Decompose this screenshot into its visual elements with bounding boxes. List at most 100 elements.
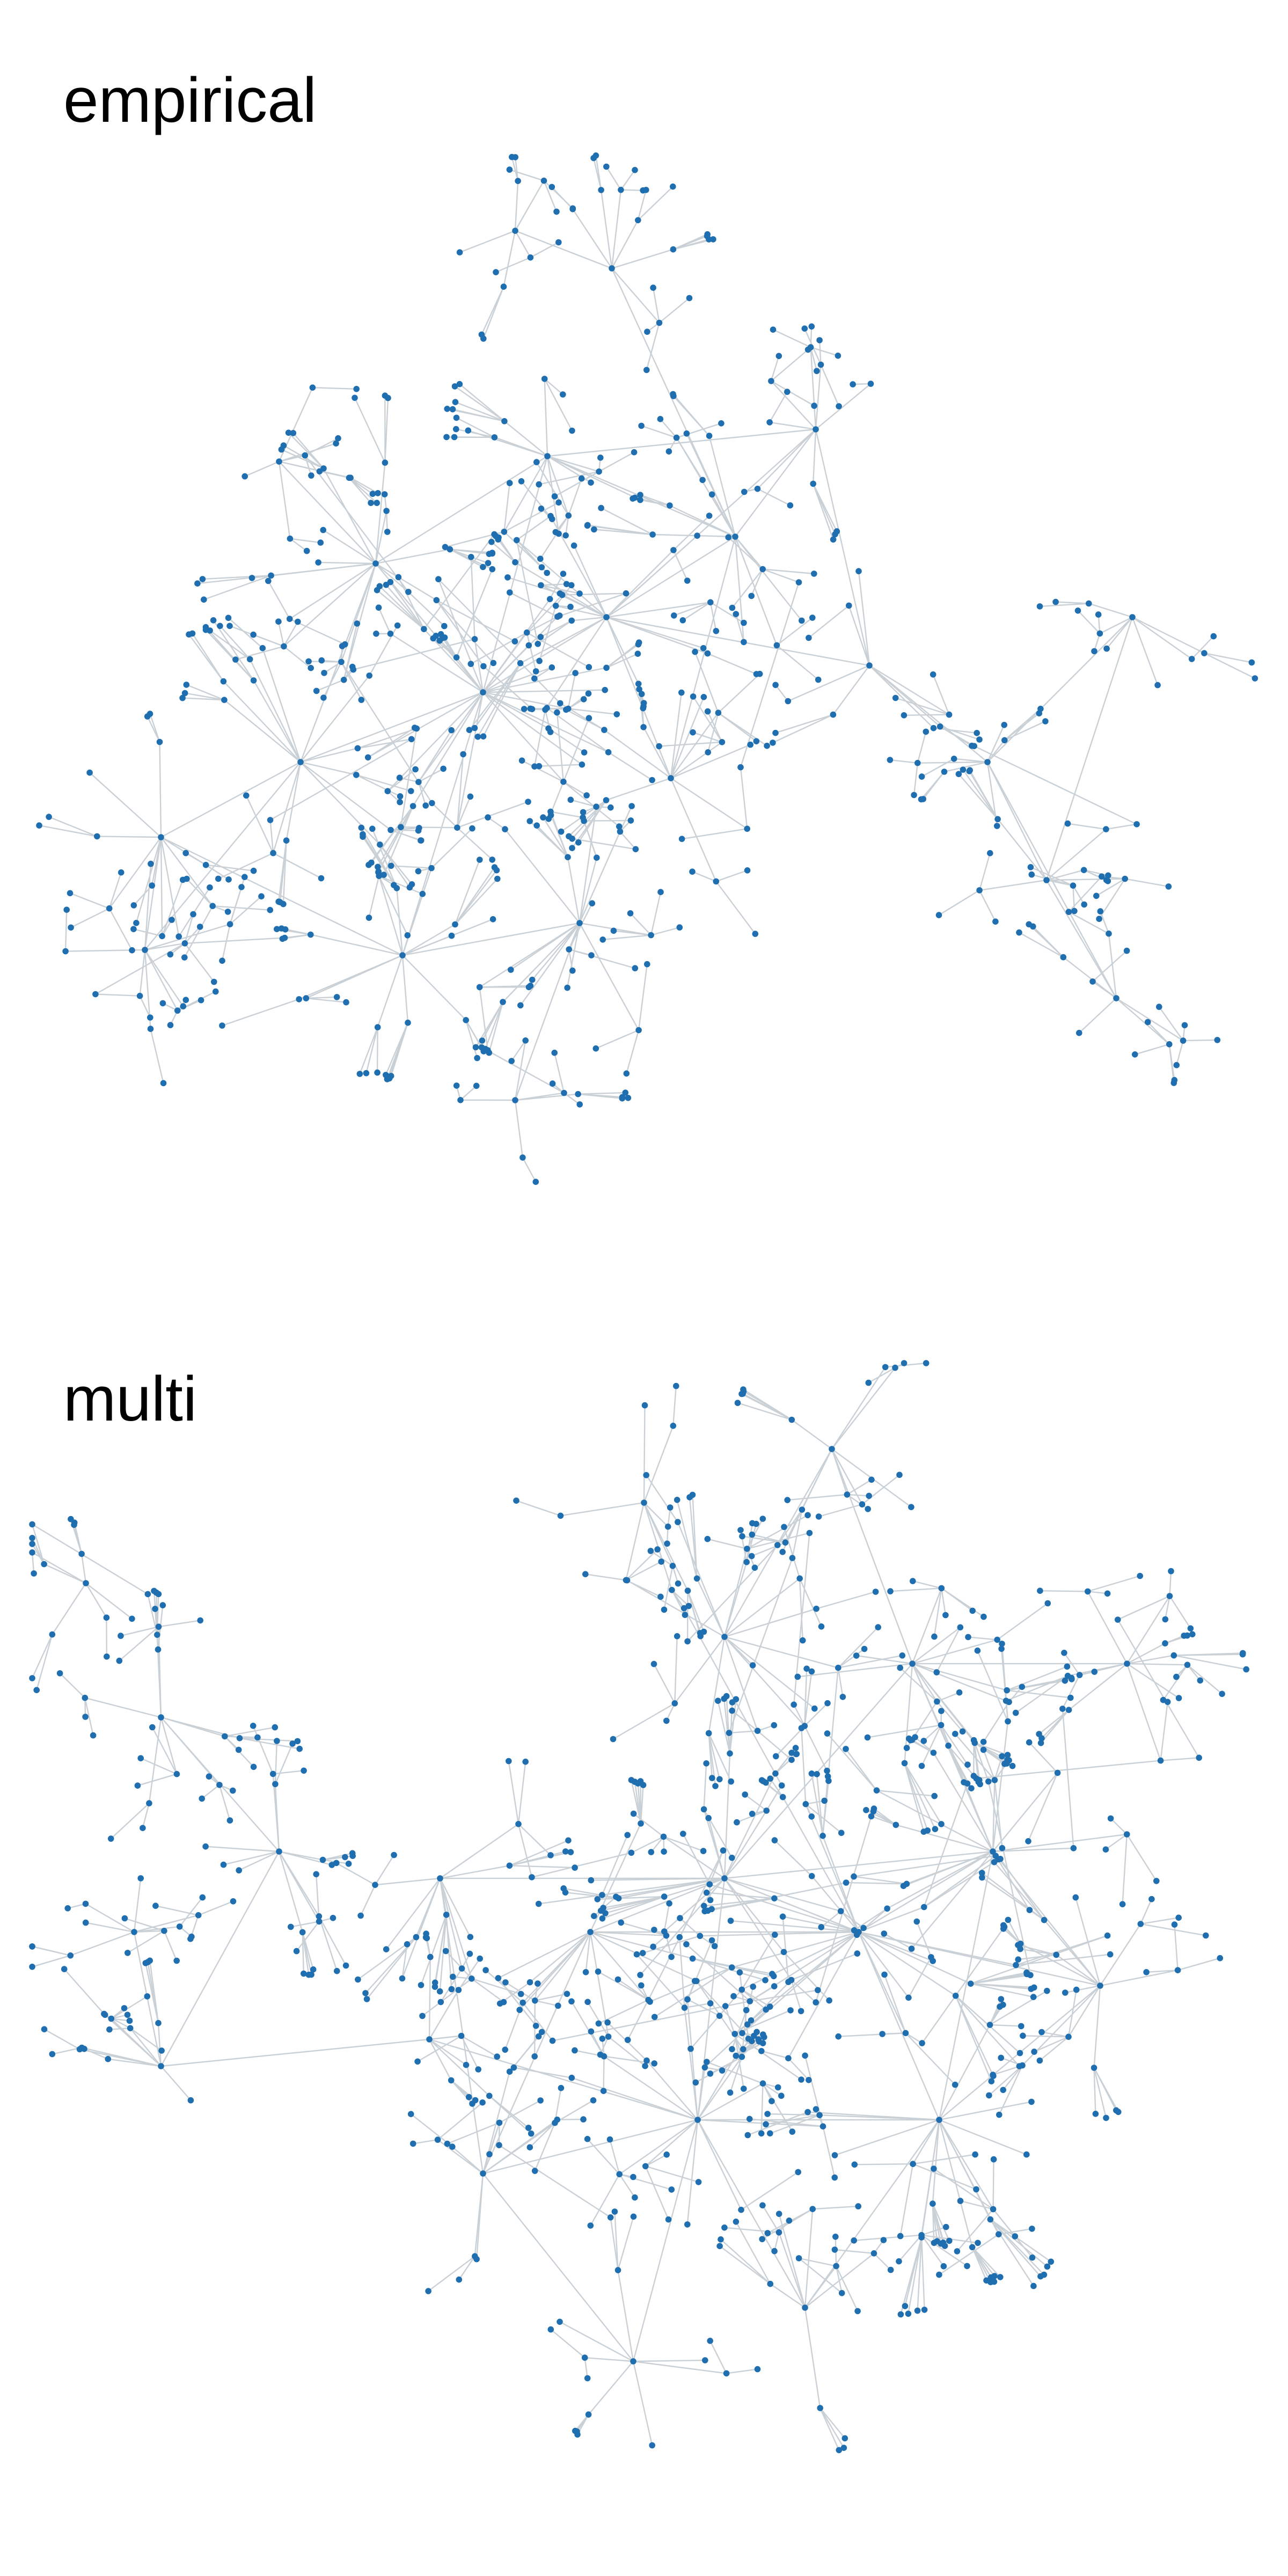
- network-node: [451, 434, 458, 441]
- network-edge: [457, 827, 493, 860]
- network-edge: [201, 1784, 220, 1799]
- network-edge: [159, 742, 162, 838]
- network-edge: [810, 326, 813, 348]
- network-edge: [933, 1588, 942, 1637]
- network-node: [921, 1904, 927, 1911]
- network-edge: [672, 233, 708, 250]
- network-node: [349, 663, 356, 670]
- network-edge: [924, 1855, 996, 1908]
- network-node: [650, 284, 656, 291]
- network-node: [1061, 1650, 1067, 1656]
- network-node: [368, 500, 374, 506]
- network-node: [293, 1948, 300, 1955]
- network-node: [784, 1497, 791, 1503]
- network-edge: [390, 827, 419, 831]
- network-edge: [876, 1790, 993, 1853]
- network-edge: [343, 563, 377, 680]
- network-edge: [568, 708, 617, 715]
- network-edge: [160, 1716, 225, 1737]
- network-node: [130, 926, 137, 932]
- network-edge: [144, 923, 230, 951]
- network-edge: [198, 1900, 233, 1916]
- network-node: [623, 1577, 630, 1584]
- network-node: [734, 1400, 741, 1406]
- network-edge: [272, 762, 302, 853]
- network-edge: [917, 761, 988, 764]
- network-edge: [804, 1671, 813, 1726]
- network-node: [1122, 875, 1128, 882]
- network-edge: [724, 1850, 993, 1879]
- network-node: [598, 187, 604, 193]
- network-edge: [273, 1770, 304, 1775]
- network-edge: [516, 1500, 561, 1517]
- network-edge: [428, 2256, 475, 2292]
- network-node: [690, 729, 696, 736]
- network-node: [283, 837, 290, 844]
- network-edge: [1019, 932, 1064, 958]
- network-edge: [160, 837, 163, 936]
- network-node: [729, 2046, 735, 2053]
- network-node: [522, 1758, 529, 1765]
- network-edge: [793, 1704, 806, 1726]
- network-edge: [286, 762, 302, 841]
- network-edge: [283, 621, 298, 647]
- network-node: [357, 1912, 364, 1919]
- network-edge: [912, 1663, 975, 1741]
- network-node: [721, 1875, 728, 1882]
- network-edge: [939, 2234, 999, 2275]
- network-node: [1002, 1697, 1009, 1704]
- network-edge: [401, 955, 409, 1023]
- network-node: [294, 1738, 301, 1745]
- network-node: [932, 1826, 939, 1832]
- network-node: [353, 386, 360, 392]
- network-node: [622, 1089, 629, 1096]
- network-edge: [559, 2321, 634, 2362]
- network-edge: [137, 1773, 177, 1787]
- network-node: [992, 918, 999, 925]
- network-edge: [144, 837, 162, 950]
- network-edge: [185, 692, 225, 701]
- network-node: [136, 992, 143, 999]
- network-node: [795, 2169, 801, 2176]
- network-node: [1065, 1707, 1072, 1713]
- network-edge: [281, 449, 324, 469]
- network-node: [826, 1997, 832, 2004]
- network-node: [1166, 1593, 1173, 1599]
- network-edge: [723, 1699, 731, 1754]
- network-node: [478, 1044, 485, 1051]
- network-node: [308, 931, 314, 938]
- network-node: [1009, 1762, 1016, 1769]
- network-node: [107, 1835, 114, 1842]
- network-node: [853, 1931, 860, 1938]
- network-edge: [306, 997, 347, 1003]
- network-node: [1137, 1572, 1143, 1579]
- network-edge: [398, 576, 425, 630]
- network-edge: [708, 1733, 720, 1780]
- network-node: [155, 1646, 162, 1653]
- network-edge: [757, 488, 791, 506]
- network-node: [702, 2357, 708, 2363]
- network-node: [1015, 1956, 1021, 1963]
- network-node: [495, 536, 501, 543]
- network-node: [887, 1588, 894, 1594]
- network-edge: [970, 1983, 1034, 1998]
- network-edge: [998, 2065, 1023, 2116]
- network-node: [788, 1750, 795, 1756]
- network-edge: [452, 408, 505, 422]
- network-node: [884, 1905, 890, 1912]
- network-node: [408, 736, 415, 743]
- network-node: [480, 689, 486, 696]
- network-node: [451, 383, 458, 390]
- network-edge: [436, 599, 484, 667]
- network-node: [625, 1095, 632, 1101]
- network-edge: [482, 2119, 558, 2174]
- network-node: [269, 1770, 276, 1777]
- network-node: [144, 1993, 151, 2000]
- network-node: [116, 1657, 123, 1664]
- network-node: [760, 2031, 766, 2038]
- network-edge: [983, 1750, 996, 1781]
- network-edge: [921, 758, 955, 778]
- network-edge: [652, 287, 660, 323]
- network-edge: [973, 1740, 989, 1782]
- network-edge: [771, 349, 809, 382]
